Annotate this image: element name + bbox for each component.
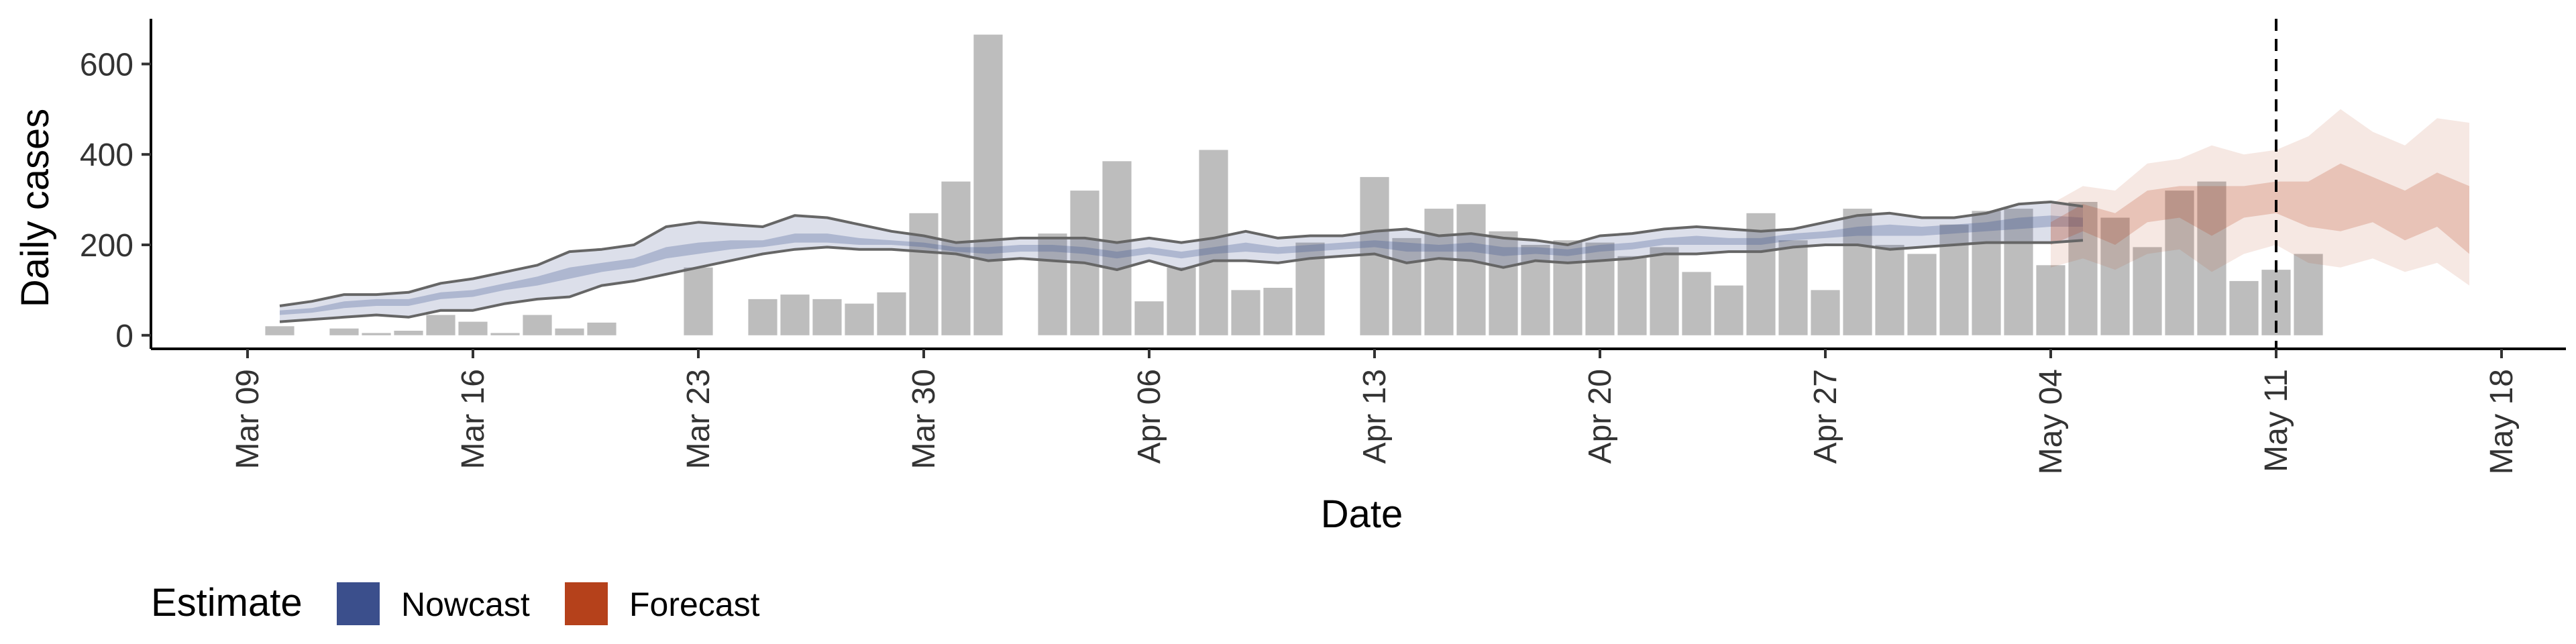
case-bar — [2004, 209, 2033, 335]
legend-title: Estimate — [151, 581, 303, 625]
case-bar — [2068, 202, 2098, 335]
case-bar — [1134, 301, 1164, 335]
case-bar — [1263, 288, 1293, 335]
case-bar — [265, 326, 294, 335]
y-tick-label: 600 — [80, 47, 133, 83]
case-bar — [2165, 191, 2194, 335]
y-tick-label: 0 — [115, 319, 133, 354]
case-bar — [2197, 181, 2226, 335]
nowcast-upper-line — [279, 201, 2084, 307]
case-bar — [394, 331, 423, 335]
case-bar — [1714, 285, 1743, 335]
x-tick-label: Mar 23 — [681, 369, 716, 469]
case-bar — [1811, 290, 1840, 335]
case-bar — [2229, 280, 2259, 335]
case-bar — [780, 294, 810, 335]
x-tick-label: Mar 30 — [906, 369, 942, 469]
case-bar — [2133, 247, 2162, 335]
case-bar — [1650, 247, 1679, 335]
x-tick-label: Apr 20 — [1582, 369, 1618, 464]
case-bar — [941, 181, 971, 335]
case-bar — [2100, 217, 2130, 335]
nowcast-50-interval — [280, 215, 2083, 315]
case-bar — [2294, 254, 2323, 335]
case-bars — [265, 34, 2323, 335]
nowcast-90-interval — [280, 202, 2083, 322]
case-bar — [329, 328, 359, 335]
case-bar — [1102, 161, 1132, 335]
x-tick-label: Mar 16 — [455, 369, 491, 469]
x-tick-label: May 11 — [2259, 369, 2294, 472]
nowcast-interval-lines — [279, 201, 2084, 323]
case-bar — [748, 299, 777, 335]
x-tick-label: May 18 — [2484, 369, 2520, 474]
x-tick-label: May 04 — [2033, 369, 2069, 474]
y-tick-label: 200 — [80, 228, 133, 264]
x-axis-ticks: Mar 09 Mar 16 Mar 23 Mar 30 Apr 06 Apr 13 Apr … — [230, 349, 2520, 474]
case-bar — [1972, 211, 2001, 335]
case-bar — [1875, 245, 1904, 335]
case-bar — [1038, 233, 1067, 335]
case-bar — [555, 328, 584, 335]
x-tick-label: Mar 09 — [230, 369, 266, 469]
case-bar — [1392, 237, 1421, 335]
nowcast-lower-line — [279, 239, 2084, 323]
case-bar — [1682, 272, 1711, 335]
legend-swatch-forecast — [565, 582, 608, 625]
case-bar — [1489, 231, 1518, 335]
axes — [150, 19, 2566, 350]
case-bar — [458, 321, 488, 335]
case-bar — [812, 299, 842, 335]
case-bar — [684, 267, 713, 335]
case-bar — [1456, 204, 1486, 335]
legend-label-forecast: Forecast — [629, 586, 760, 623]
case-bar — [362, 333, 391, 335]
case-bar — [1585, 242, 1615, 335]
x-axis-title: Date — [1321, 492, 1403, 536]
case-bar — [1167, 267, 1196, 335]
forecast-50-interval — [2051, 163, 2469, 254]
case-bar — [426, 315, 455, 335]
y-tick-label: 400 — [80, 138, 133, 173]
y-axis-title: Daily cases — [13, 109, 57, 308]
case-bar — [1778, 240, 1808, 335]
legend: Estimate Nowcast Forecast — [151, 581, 760, 625]
case-bar — [1617, 256, 1647, 335]
case-bar — [1553, 240, 1582, 335]
y-axis-ticks: 0 200 400 600 — [80, 47, 151, 354]
legend-swatch-nowcast — [337, 582, 380, 625]
case-bar — [2036, 265, 2065, 335]
legend-label-nowcast: Nowcast — [401, 586, 530, 623]
case-bar — [909, 213, 938, 335]
case-bar — [587, 322, 616, 335]
estimate-ribbons — [280, 109, 2469, 322]
x-tick-label: Apr 06 — [1132, 369, 1167, 464]
forecast-90-interval — [2051, 109, 2469, 286]
case-bar — [845, 303, 874, 335]
case-bar — [1843, 209, 1872, 335]
x-tick-label: Apr 27 — [1808, 369, 1843, 464]
case-bar — [877, 292, 906, 335]
x-tick-label: Apr 13 — [1357, 369, 1393, 464]
case-bar — [1231, 290, 1260, 335]
case-bar — [523, 315, 552, 335]
case-bar — [1746, 213, 1776, 335]
case-bar — [1907, 254, 1937, 335]
case-bar — [490, 333, 520, 335]
case-bar — [1424, 209, 1454, 335]
case-bar — [1199, 150, 1228, 335]
case-bar — [973, 34, 1003, 335]
